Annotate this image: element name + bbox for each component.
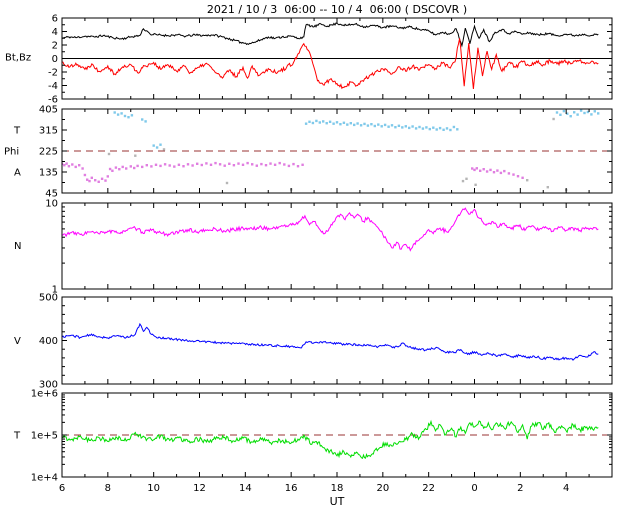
series-T (62, 419, 599, 459)
y-tick-label: 2 (52, 41, 58, 52)
y-tick-label: 315 (39, 126, 58, 137)
panel-frame (61, 392, 613, 478)
panel-ylabel: N (14, 241, 21, 252)
series-V (62, 322, 599, 361)
x-tick-label: 2 (517, 483, 523, 494)
panel-magnetic-field: 6 4 2 0 -2 -4 -6 Bt,Bz (5, 14, 613, 106)
x-tick-label: 0 (471, 483, 477, 494)
x-tick-label: 10 (147, 483, 160, 494)
series-phi-toward (62, 161, 524, 183)
y-tick-label: 45 (45, 189, 58, 200)
x-tick-label: 8 (105, 483, 111, 494)
y-tick-label: -4 (48, 81, 58, 92)
panel-phi-angle: 405 315 225 135 45 T Phi A (4, 105, 613, 200)
y-tick-label: 300 (39, 380, 58, 391)
panel-ylabel: Phi (4, 147, 19, 158)
panel-ylabel: T (13, 431, 21, 442)
x-tick-label: 18 (331, 483, 344, 494)
series-Bz (62, 38, 599, 90)
y-tick-label: 4 (52, 27, 58, 38)
y-tick-label: 1e+6 (31, 389, 58, 400)
y-tick-label: 400 (39, 336, 58, 347)
y-tick-label: -2 (48, 68, 58, 79)
series-phi-away (113, 109, 600, 149)
y-tick-label: 1e+4 (31, 473, 58, 484)
x-tick-label: 14 (239, 483, 252, 494)
series-N (62, 207, 599, 252)
panel-speed: 500 400 300 V (14, 293, 613, 391)
y-tick-label: 135 (39, 168, 58, 179)
series-phi-uncertain (107, 117, 568, 192)
x-tick-label: 16 (285, 483, 298, 494)
y-tick-label: 225 (39, 147, 58, 158)
y-tick-label: 1 (52, 285, 58, 296)
plot-title: 2021 / 10 / 3 06:00 -- 10 / 4 06:00 ( DS… (206, 3, 468, 16)
x-tick-label: 4 (563, 483, 569, 494)
x-tick-label: 22 (422, 483, 435, 494)
panel-ylabel: Bt,Bz (5, 53, 31, 64)
y-tick-label: 405 (39, 105, 58, 116)
x-tick-label: 20 (376, 483, 389, 494)
panel-ylabel: A (14, 168, 21, 179)
x-tick-label: 12 (193, 483, 206, 494)
panel-temperature: 1e+6 1e+5 1e+4 T (13, 389, 613, 484)
y-tick-label: 500 (39, 293, 58, 304)
y-tick-label: 0 (52, 54, 58, 65)
y-tick-label: 10 (45, 199, 58, 210)
panel-ylabel: V (14, 336, 21, 347)
y-tick-label: 1e+5 (31, 431, 58, 442)
panel-density: 10 1 N (14, 199, 613, 296)
panel-frame (61, 296, 613, 385)
panel-ylabel: T (13, 126, 21, 137)
y-tick-label: 6 (52, 14, 58, 25)
y-tick-label: -6 (48, 95, 58, 106)
x-tick-label: 6 (59, 483, 65, 494)
series-Bt (62, 22, 599, 48)
x-axis-label: UT (329, 495, 345, 508)
